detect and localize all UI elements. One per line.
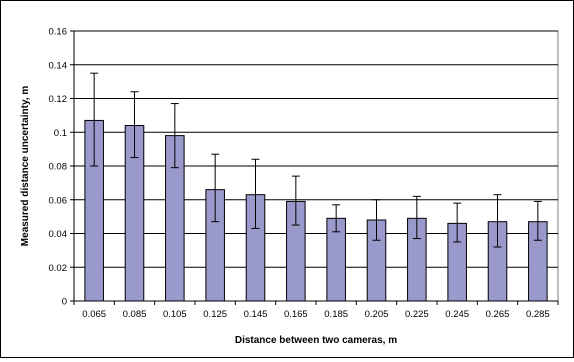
y-axis-title: Measured distance uncertainty, m (20, 86, 31, 247)
x-tick-label: 0.125 (203, 309, 227, 320)
x-tick-label: 0.085 (123, 309, 147, 320)
x-tick-label: 0.265 (486, 309, 510, 320)
x-tick-label: 0.205 (365, 309, 389, 320)
x-axis-title: Distance between two cameras, m (235, 335, 397, 346)
x-tick-label: 0.245 (445, 309, 469, 320)
y-tick-label: 0.1 (54, 128, 67, 139)
y-tick-label: 0.06 (49, 195, 68, 206)
x-tick-label: 0.105 (163, 309, 187, 320)
y-tick-label: 0.04 (49, 229, 68, 240)
y-tick-label: 0.12 (49, 94, 68, 105)
x-tick-label: 0.165 (284, 309, 308, 320)
y-tick-label: 0 (62, 297, 67, 308)
y-tick-label: 0.14 (49, 60, 68, 71)
bars (84, 119, 548, 302)
x-tick-label: 0.225 (405, 309, 429, 320)
x-tick-label: 0.145 (244, 309, 268, 320)
x-tick-label: 0.285 (526, 309, 550, 320)
bar-chart: 00.020.040.060.080.10.120.140.16 0.065 0.… (20, 27, 559, 346)
x-tick-label: 0.185 (324, 309, 348, 320)
y-tick-labels: 0 0.02 0.04 0.06 0.08 0.1 0.12 0.14 0.16 (49, 27, 74, 308)
x-tick-labels: 0.065 0.085 0.105 0.125 0.145 0.165 0.185 0.205… (73, 301, 559, 320)
error-bars (90, 72, 542, 248)
y-tick-label: 0.16 (49, 27, 68, 38)
gridlines (74, 30, 558, 268)
x-tick-label: 0.065 (82, 309, 106, 320)
y-tick-label: 0.02 (49, 263, 68, 274)
y-tick-label: 0.08 (49, 162, 68, 173)
